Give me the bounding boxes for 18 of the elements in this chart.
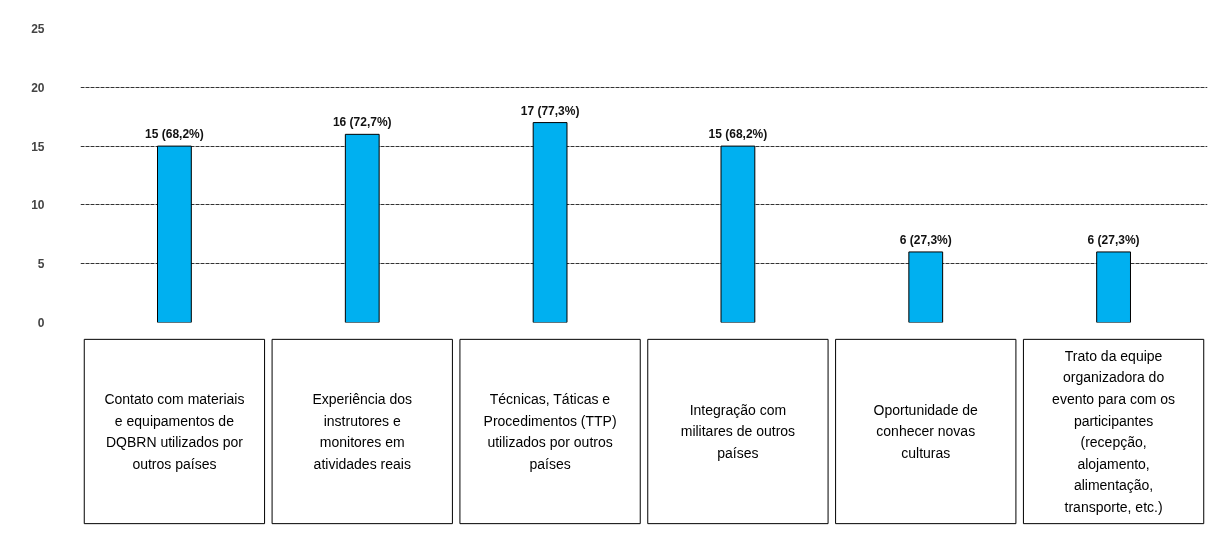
x-tick-label: Contato com materiais e equipamentos de DQBRN utilizados por outros países [104, 391, 245, 472]
x-tick-label: Técnicas, Táticas e Procedimentos (TTP) utilizados por outros países [483, 391, 617, 472]
data-label: 17 (77,3%) [520, 103, 580, 118]
y-tick-label: 20 [31, 80, 45, 95]
y-tick-label: 5 [37, 257, 45, 272]
data-label: 16 (72,7%) [332, 115, 392, 130]
y-tick-label: 25 [31, 22, 45, 36]
y-tick-label: 15 [31, 139, 45, 154]
x-tick-label: Integração com militares de outros países [680, 401, 796, 462]
data-label: 6 (27,3%) [1087, 232, 1140, 247]
y-tick-label: 0 [37, 316, 45, 330]
x-tick-label: Oportunidade de conhecer novas culturas [873, 401, 979, 462]
x-tick-label: Trato da equipe organizadora do evento para com os participantes (recepção, alojamento, alimentação, transporte, etc.) [1052, 347, 1176, 516]
data-label: 15 (68,2%) [708, 127, 768, 142]
data-label: 6 (27,3%) [899, 232, 952, 247]
x-tick-label: Experiência dos instrutores e monitores em atividades reais [312, 391, 413, 472]
data-label: 15 (68,2%) [145, 127, 204, 142]
y-tick-label: 10 [31, 198, 45, 213]
